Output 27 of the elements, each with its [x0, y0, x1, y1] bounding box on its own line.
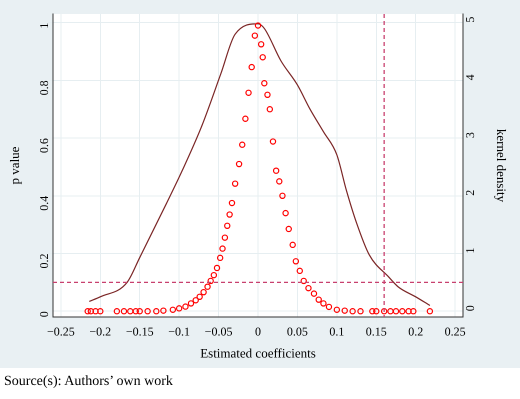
y-tick-label: 1: [37, 22, 52, 29]
x-tick-label: 0.1: [329, 324, 344, 338]
x-tick-label: 0.15: [366, 324, 387, 338]
y2-tick-label: 5: [463, 16, 478, 23]
y2-tick-label: 1: [463, 248, 478, 254]
y2-axis-title: kernel density: [494, 128, 509, 203]
y2-tick-label: 0: [463, 305, 478, 312]
y2-tick-label: 3: [463, 132, 478, 138]
y-tick-label: 0.6: [37, 138, 52, 154]
x-tick-label: 0: [255, 324, 261, 338]
x-tick-label: 0.05: [286, 324, 308, 338]
y-tick-label: 0.2: [37, 254, 52, 269]
x-tick-label: −0.05: [204, 324, 232, 338]
y-tick-label: 0.8: [37, 80, 52, 96]
source-note: Source(s): Authors’ own work: [4, 374, 174, 390]
x-tick-label: −0.2: [89, 324, 112, 338]
x-tick-label: −0.25: [46, 324, 75, 338]
y-tick-label: 0.4: [37, 196, 52, 211]
y-tick-label: 0: [37, 311, 52, 318]
y2-tick-label: 4: [463, 74, 478, 80]
y-axis-title: p value: [7, 146, 22, 184]
x-axis-title: Estimated coefficients: [200, 346, 316, 361]
x-tick-label: 0.2: [408, 324, 424, 338]
y2-tick-label: 2: [463, 190, 478, 196]
x-tick-label: −0.15: [126, 324, 154, 338]
x-tick-label: 0.25: [444, 324, 466, 338]
x-tick-label: −0.1: [168, 324, 190, 338]
